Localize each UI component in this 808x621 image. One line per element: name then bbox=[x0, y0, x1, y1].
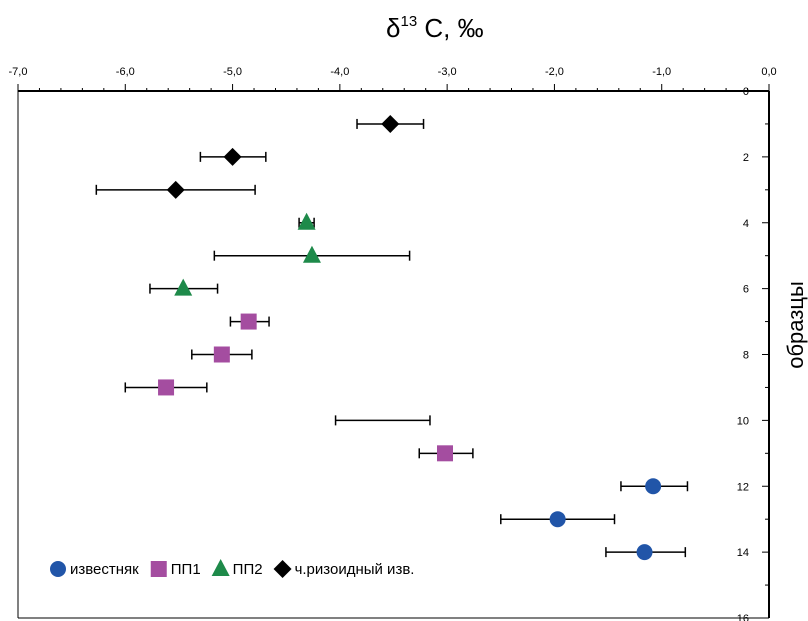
svg-text:δ13 C, ‰: δ13 C, ‰ bbox=[386, 13, 484, 43]
data-point-circle bbox=[645, 478, 662, 495]
chart-title: δ13 C, ‰ bbox=[386, 13, 484, 43]
y-tick-label: 6 bbox=[743, 284, 749, 296]
title-units: C, ‰ bbox=[417, 13, 483, 43]
legend-marker-square bbox=[150, 561, 167, 577]
data-point-diamond bbox=[381, 114, 400, 133]
data-point-circle bbox=[549, 511, 566, 528]
data-point-triangle bbox=[297, 212, 316, 230]
data-point-square bbox=[240, 313, 257, 330]
y-tick-label: 10 bbox=[737, 415, 749, 427]
legend-marker-diamond bbox=[273, 560, 292, 578]
x-tick-label: -2,0 bbox=[545, 66, 564, 78]
y-axis-ticks: 0 2 4 6 8 10 12 14 16 bbox=[737, 86, 769, 621]
title-superscript: 13 bbox=[400, 13, 417, 30]
y-axis-label: образцы bbox=[783, 281, 808, 369]
x-axis-ticks: -7,0 -6,0 -5,0 -4,0 -3,0 -2,0 -1,0 0,0 bbox=[9, 66, 777, 91]
x-tick-label: -3,0 bbox=[438, 66, 457, 78]
data-point-diamond bbox=[166, 180, 185, 199]
axes bbox=[17, 90, 770, 619]
x-tick-label: -4,0 bbox=[330, 66, 349, 78]
y-tick-label: 2 bbox=[743, 152, 749, 164]
x-tick-label: 0,0 bbox=[761, 66, 776, 78]
x-tick-label: -6,0 bbox=[116, 66, 135, 78]
x-tick-label: -7,0 bbox=[9, 66, 28, 78]
data-point-circle bbox=[636, 544, 653, 561]
y-tick-label: 0 bbox=[743, 86, 749, 98]
error-bars bbox=[95, 118, 689, 558]
legend-marker-triangle bbox=[211, 559, 230, 576]
data-markers bbox=[158, 114, 662, 561]
x-tick-label: -1,0 bbox=[652, 66, 671, 78]
legend-label: ПП1 bbox=[171, 561, 201, 578]
y-tick-label: 4 bbox=[743, 218, 749, 230]
data-point-square bbox=[213, 346, 230, 363]
data-point-square bbox=[436, 445, 453, 462]
legend-label: ч.ризоидный изв. bbox=[295, 561, 415, 578]
legend-label: известняк bbox=[70, 561, 139, 578]
data-point-triangle bbox=[174, 278, 193, 296]
y-tick-label: 8 bbox=[743, 350, 749, 362]
data-point-square bbox=[158, 379, 175, 396]
data-point-diamond bbox=[223, 147, 242, 166]
y-tick-label: 14 bbox=[737, 547, 749, 559]
legend: известняк ПП1 ПП2 ч.ризоидный изв. bbox=[50, 559, 414, 578]
title-delta: δ bbox=[386, 13, 400, 43]
legend-marker-circle bbox=[50, 561, 66, 577]
data-point-triangle bbox=[302, 245, 321, 263]
legend-label: ПП2 bbox=[233, 561, 263, 578]
y-tick-label: 12 bbox=[737, 481, 749, 493]
y-tick-label: 16 bbox=[737, 613, 749, 621]
x-tick-label: -5,0 bbox=[223, 66, 242, 78]
